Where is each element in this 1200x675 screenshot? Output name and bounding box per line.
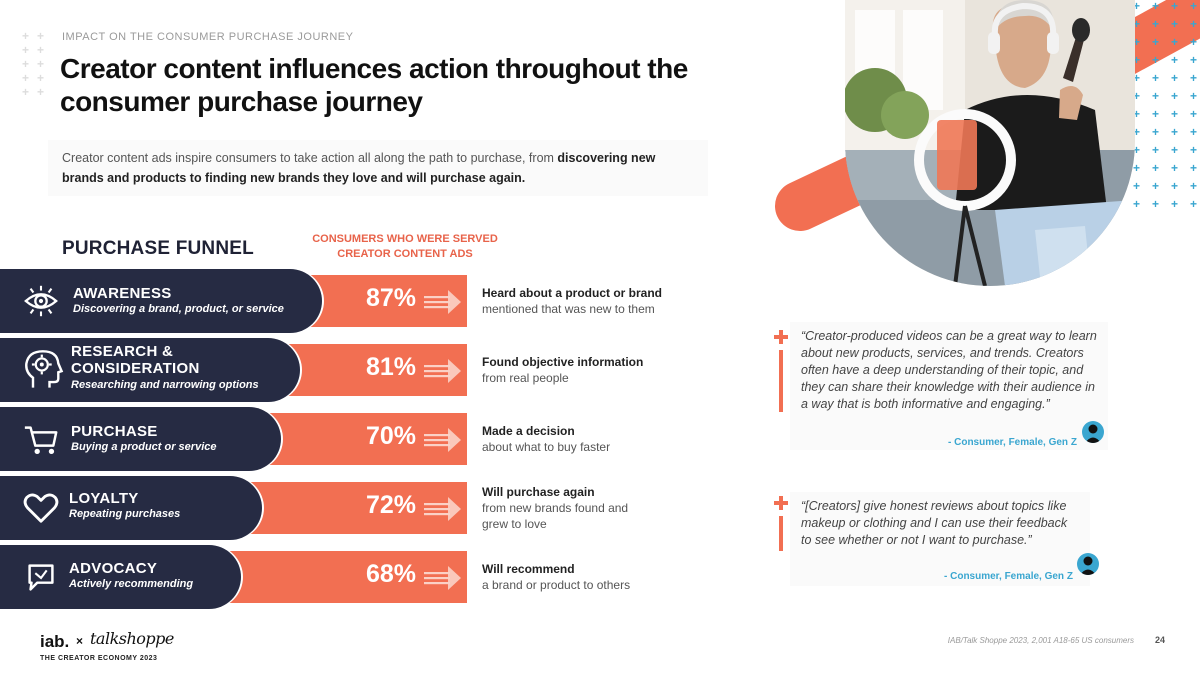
speech-bubble-icon [28, 564, 54, 591]
stage-description: Will recommend a brand or product to oth… [482, 561, 662, 593]
page-number: 24 [1154, 635, 1165, 645]
dotted-arrow-icon [424, 428, 461, 452]
creator-photo [845, 0, 1135, 286]
funnel-title: PURCHASE FUNNEL [62, 238, 254, 259]
stage-desc-text: about what to buy faster [482, 440, 611, 454]
stage-percent: 81% [366, 353, 417, 381]
stage-description: Will purchase again from new brands foun… [482, 484, 642, 532]
stage-sub: Repeating purchases [69, 508, 181, 520]
dotted-arrow-icon [424, 290, 461, 314]
dot-grid-decoration: + + + + + + + + + + [22, 29, 45, 99]
iab-logo: iab. [40, 632, 70, 651]
avatar [1082, 421, 1104, 443]
quote-accent-bar [779, 350, 783, 412]
logo-cross: × [76, 634, 84, 648]
funnel-stage-purchase: PURCHASE Buying a product or service 70%… [0, 407, 610, 471]
stage-label: PURCHASE [71, 423, 158, 440]
plus-icon [774, 496, 788, 510]
stage-sub: Actively recommending [69, 578, 194, 590]
plus-icon [774, 330, 788, 344]
intro-paragraph: Creator content ads inspire consumers to… [48, 140, 708, 196]
stage-pill [0, 407, 281, 471]
stage-percent: 70% [366, 422, 417, 450]
stage-desc-text: from real people [482, 371, 569, 385]
stage-desc-bold: Heard about a product or brand [482, 286, 663, 300]
stage-desc-bold: Will recommend [482, 562, 575, 576]
stage-description: Found objective information from real pe… [482, 354, 662, 386]
funnel-stage-advocacy: ADVOCACY Actively recommending 68% Will … [0, 545, 630, 609]
stage-pill [0, 269, 322, 333]
stage-desc-text: a brand or product to others [482, 578, 631, 592]
quote-card-2 [790, 492, 1090, 586]
dotted-arrow-icon [424, 497, 461, 521]
report-tagline: THE CREATOR ECONOMY 2023 [40, 655, 158, 662]
stage-label: AWARENESS [73, 285, 172, 302]
quote-card-1 [790, 322, 1108, 450]
funnel-stage-loyalty: LOYALTY Repeating purchases 72% Will pur… [0, 476, 628, 540]
stage-percent: 72% [366, 491, 417, 519]
quote-accent-bar [779, 516, 783, 551]
intro-bold-text: discovering new brands and products to f… [62, 151, 656, 185]
dotted-arrow-icon [424, 566, 461, 590]
intro-text: Creator content ads inspire consumers to… [62, 151, 558, 165]
stage-desc-bold: Will purchase again [482, 485, 595, 499]
talkshoppe-logo: talkshoppe [90, 629, 174, 648]
stage-desc-bold: Found objective information [482, 355, 644, 369]
funnel-stage-awareness: AWARENESS Discovering a brand, product, … [0, 269, 662, 333]
quote-text-2: “[Creators] give honest reviews about to… [801, 499, 1068, 547]
stage-label: ADVOCACY [69, 560, 158, 577]
head-gear-icon [25, 350, 64, 388]
cart-icon [24, 426, 58, 455]
funnel-stage-research: RESEARCH & CONSIDERATION Researching and… [0, 338, 643, 402]
blue-plus-pattern: + + + + + + + + + + + + + + + + + + + + + + + + + + + + + + + + … [1133, 0, 1198, 211]
quote-attribution-2: - Consumer, Female, Gen Z [944, 571, 1073, 582]
stage-percent: 87% [366, 284, 417, 312]
creator-photo-illustration [845, 0, 1135, 286]
page-title: Creator content influences action throug… [60, 53, 688, 117]
stage-label: RESEARCH & CONSIDERATION [71, 343, 200, 377]
stage-pill [0, 476, 262, 540]
stage-sub: Buying a product or service [71, 441, 217, 453]
column-header: CONSUMERS WHO WERE SERVED CREATOR CONTEN… [312, 233, 498, 260]
section-eyebrow: IMPACT ON THE CONSUMER PURCHASE JOURNEY [62, 31, 354, 43]
stage-percent: 68% [366, 560, 417, 588]
source-note: IAB/Talk Shoppe 2023, 2,001 A18-65 US co… [947, 636, 1134, 645]
stage-description: Made a decision about what to buy faster [482, 423, 662, 455]
stage-desc-bold: Made a decision [482, 424, 575, 438]
stage-sub: Discovering a brand, product, or service [73, 303, 284, 315]
quote-attribution-1: - Consumer, Female, Gen Z [948, 437, 1077, 448]
stage-sub: Researching and narrowing options [71, 379, 259, 391]
stage-desc-text: from new brands found and grew to love [482, 501, 629, 531]
heart-icon [23, 493, 59, 523]
dotted-arrow-icon [424, 359, 461, 383]
user-icon [1080, 556, 1096, 575]
stage-label: LOYALTY [69, 490, 139, 507]
stage-description: Heard about a product or brand mentioned… [482, 285, 662, 317]
stage-pill [0, 338, 300, 402]
eye-icon [24, 285, 58, 317]
avatar [1077, 553, 1099, 575]
user-icon [1085, 424, 1101, 443]
quote-text-1: “Creator-produced videos can be a great … [801, 329, 1097, 411]
stage-desc-text: mentioned that was new to them [482, 302, 655, 316]
